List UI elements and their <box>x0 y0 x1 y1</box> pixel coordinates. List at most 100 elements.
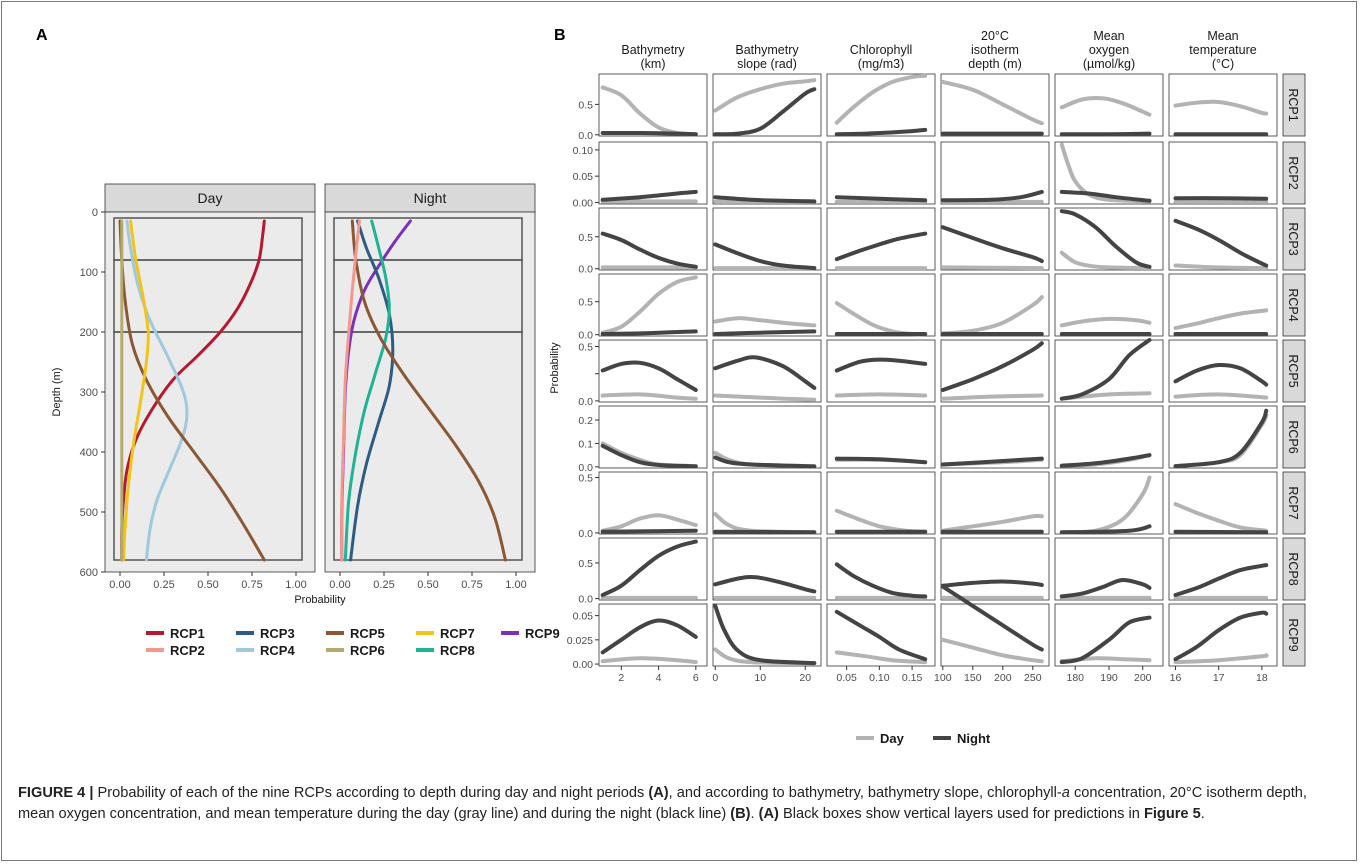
facet-plot-area <box>826 339 936 403</box>
facet-plot-area <box>598 273 708 337</box>
facet-plot-area <box>1054 273 1164 337</box>
night-line <box>834 231 928 262</box>
night-line <box>713 355 817 390</box>
legend-panel-a: RCP1 RCP2 RCP3 RCP4 RCP5 RCP6 RCP7 RCP8 RCP9 <box>146 626 560 658</box>
x-tick-label: 100 <box>934 672 952 684</box>
day-line <box>1059 316 1152 328</box>
night-line <box>834 357 928 373</box>
night-line <box>600 130 698 137</box>
night-line <box>713 574 817 594</box>
column-header: Mean <box>1093 29 1124 43</box>
night-line <box>600 360 698 392</box>
x-tick-label: 1.00 <box>505 579 526 591</box>
legend-label-rcp6: RCP6 <box>350 643 385 658</box>
night-line <box>713 87 817 137</box>
facet-rcp3-col2 <box>712 207 822 271</box>
x-tick-label: 0.25 <box>373 579 394 591</box>
facet-rcp5-col6 <box>1168 339 1278 403</box>
facet-rcp9-col5 <box>1054 603 1164 667</box>
facet-plot <box>333 217 523 562</box>
facet-rcp7-col4 <box>940 471 1050 535</box>
panel-b-label: B <box>554 27 566 44</box>
depth-layer-box <box>113 331 303 561</box>
legend-label-rcp2: RCP2 <box>170 643 205 658</box>
night-line <box>940 225 1044 264</box>
y-tick-label: 0.0 <box>578 528 593 540</box>
day-line <box>713 316 817 328</box>
night-line <box>1059 131 1152 137</box>
night-line <box>940 584 1044 652</box>
y-tick-label: 0.00 <box>573 197 594 209</box>
y-axis-label: Depth (m) <box>51 368 63 417</box>
facet-rcp4-col5 <box>1054 273 1164 337</box>
y-tick-label: 0.025 <box>567 635 593 647</box>
row-strip-label: RCP6 <box>1286 420 1300 453</box>
facet-rcp6-col6 <box>1168 405 1278 469</box>
facet-rcp4-col1 <box>598 273 708 337</box>
series-line-rcp1 <box>120 219 266 562</box>
series-line-rcp8 <box>343 219 391 562</box>
facet-plot-area <box>826 471 936 535</box>
row-strip-label: RCP8 <box>1286 552 1300 585</box>
row-strip-rcp8: RCP8 <box>1282 537 1306 601</box>
column-header: oxygen <box>1089 43 1129 57</box>
y-tick-label: 0.5 <box>578 232 593 244</box>
column-header: Mean <box>1207 29 1238 43</box>
night-line <box>600 231 698 269</box>
x-tick-label: 0.50 <box>417 579 438 591</box>
facet-rcp9-col3 <box>826 603 936 667</box>
facet-plot <box>113 217 303 562</box>
caption-fig-label: FIGURE 4 | <box>18 785 94 801</box>
night-line <box>713 195 817 204</box>
row-strip-label: RCP1 <box>1286 88 1300 121</box>
panel-a-label: A <box>36 27 48 44</box>
night-line <box>940 456 1044 467</box>
facet-rcp9-col1 <box>598 603 708 667</box>
caption-text-2: , and according to bathymetry, bathymetr… <box>668 785 1062 801</box>
y-tick-label: 0.5 <box>578 473 593 485</box>
facet-rcp6-col3 <box>826 405 936 469</box>
facet-plot-area <box>598 339 708 403</box>
night-line <box>1173 218 1269 268</box>
night-line <box>940 341 1044 392</box>
day-line <box>940 265 1044 271</box>
row-strip-label: RCP9 <box>1286 618 1300 651</box>
night-line <box>600 528 698 534</box>
y-tick-label: 300 <box>80 387 98 399</box>
facet-day: Day 0.00 0.25 0.50 0.75 1.00 <box>104 183 316 591</box>
facet-plot-area <box>940 207 1050 271</box>
x-tick-label: 0 <box>712 672 718 684</box>
day-line <box>1059 96 1152 117</box>
facet-rcp2-col1 <box>598 141 708 205</box>
night-line <box>1173 563 1269 597</box>
x-tick-label: 0.75 <box>241 579 262 591</box>
column-header: 20°C <box>981 29 1009 43</box>
series-line-rcp4 <box>125 219 189 562</box>
facet-plot-area <box>940 537 1050 601</box>
facet-plot-area <box>1054 471 1164 535</box>
night-line <box>1059 615 1152 665</box>
facet-rcp2-col5 <box>1054 141 1164 205</box>
night-line <box>1173 362 1269 387</box>
facet-strip-label: Day <box>198 190 223 206</box>
night-line <box>600 189 698 202</box>
facet-plot-area <box>1168 405 1278 469</box>
night-line <box>1059 577 1152 599</box>
x-tick-label: 180 <box>1066 672 1084 684</box>
x-tick-label: 190 <box>1100 672 1118 684</box>
day-line <box>1173 392 1269 400</box>
caption-ref-a2: (A) <box>758 806 779 822</box>
caption-ref-a1: (A) <box>648 785 669 801</box>
facet-rcp4-col2 <box>712 273 822 337</box>
y-tick-label: 0.0 <box>578 264 593 276</box>
facet-rcp2-col2 <box>712 141 822 205</box>
y-tick-label: 100 <box>80 267 98 279</box>
facet-rcp4-col6 <box>1168 273 1278 337</box>
y-tick-label: 0.0 <box>578 330 593 342</box>
day-line <box>713 393 817 402</box>
row-strip-box <box>1282 471 1306 535</box>
day-line <box>940 79 1044 126</box>
x-tick-label: 10 <box>754 672 766 684</box>
row-strip-label: RCP4 <box>1286 288 1300 321</box>
facet-plot-area <box>1168 207 1278 271</box>
